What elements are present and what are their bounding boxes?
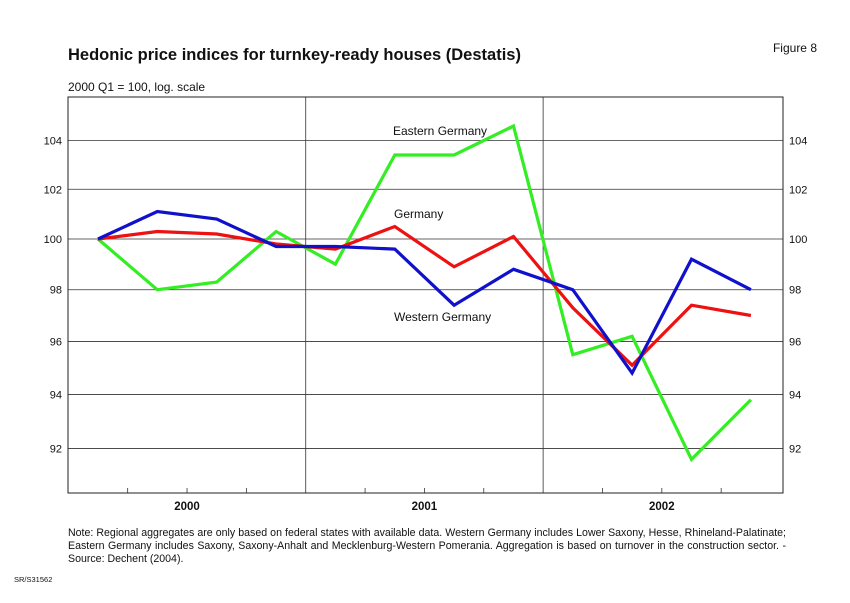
y-tick-left-104: 104 [44, 135, 62, 147]
y-tick-left-92: 92 [50, 443, 62, 455]
series-label-eastern-germany: Eastern Germany [393, 124, 487, 138]
y-tick-right-96: 96 [789, 337, 801, 349]
grid-layer [68, 97, 783, 493]
label-layer: Eastern Germany Germany Western Germany [393, 124, 491, 324]
chart-note: Note: Regional aggregates are only based… [68, 527, 786, 566]
document-code: SR/S31562 [14, 575, 53, 584]
x-year-label-2000: 2000 [174, 501, 200, 513]
y-tick-right-98: 98 [789, 285, 801, 297]
axis-layer: 92 92 94 94 96 96 98 98 100 100 102 102 104 104 2000 20… [44, 96, 807, 513]
y-tick-left-100: 100 [44, 234, 62, 246]
series-label-western-germany: Western Germany [394, 310, 491, 324]
y-tick-right-100: 100 [789, 234, 807, 246]
y-axis-label: 2000 Q1 = 100, log. scale [68, 80, 206, 94]
y-tick-right-104: 104 [789, 135, 807, 147]
series-line-western-germany [97, 209, 752, 377]
x-year-label-2001: 2001 [412, 501, 438, 513]
plot-frame [67, 96, 784, 494]
y-tick-left-102: 102 [44, 184, 62, 196]
series-line-eastern-germany [96, 123, 753, 463]
y-tick-left-98: 98 [50, 285, 62, 297]
y-tick-left-94: 94 [50, 389, 62, 401]
y-tick-right-94: 94 [789, 389, 801, 401]
series-label-germany: Germany [394, 207, 443, 221]
y-tick-left-96: 96 [50, 337, 62, 349]
series-line-germany [97, 224, 752, 368]
figure-label: Figure 8 [772, 41, 817, 55]
y-tick-right-92: 92 [789, 443, 801, 455]
series-layer [96, 123, 753, 463]
y-tick-right-102: 102 [789, 184, 807, 196]
chart-title: Hedonic price indices for turnkey-ready … [68, 46, 521, 64]
x-year-label-2002: 2002 [649, 501, 675, 513]
